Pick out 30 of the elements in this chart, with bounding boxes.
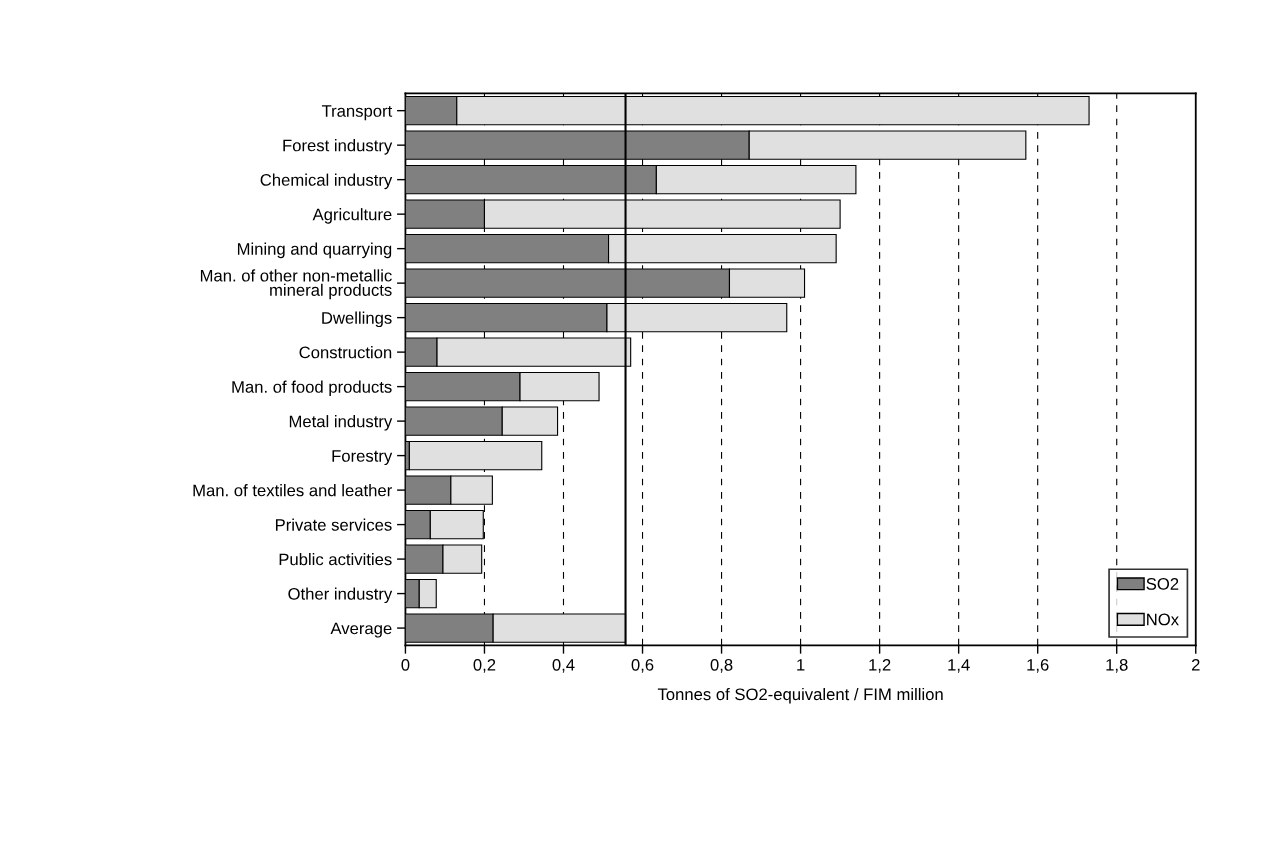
x-tick-label: 1,6 xyxy=(1027,658,1049,673)
y-tick-label: Public activities xyxy=(279,553,392,566)
y-tick-label: Mining and quarrying xyxy=(237,242,392,259)
y-tick-label: Chemical industry xyxy=(260,173,393,190)
x-tick-label: 0,8 xyxy=(710,658,733,673)
x-tick-label: 0,6 xyxy=(631,658,654,673)
y-tick-label: Other industry xyxy=(288,587,393,604)
x-axis-title: Tonnes of SO2-equivalent / FIM million xyxy=(657,687,943,704)
y-tick-label: Forestry xyxy=(332,450,393,466)
y-tick-label: Forest industry xyxy=(283,139,393,155)
y-tick-label: Construction xyxy=(299,346,392,359)
y-tick-label: Average xyxy=(330,622,392,638)
x-tick-label: 1,4 xyxy=(948,659,970,673)
y-tick-label: Man. of food products xyxy=(232,380,392,397)
legend-label: SO2 xyxy=(1146,578,1179,590)
y-tick-label: Man. of textiles and leather xyxy=(193,484,392,497)
y-tick-label: Private services xyxy=(275,518,392,531)
y-tick-label: Metal industry xyxy=(289,415,393,431)
x-tick-label: 1,2 xyxy=(869,658,891,673)
x-tick-label: 0,4 xyxy=(552,658,575,673)
x-tick-label: 0 xyxy=(401,658,410,671)
y-tick-label: Transport xyxy=(321,105,393,121)
y-tick-label: Agriculture xyxy=(312,208,392,224)
legend-label: NOx xyxy=(1147,613,1179,626)
y-tick-label: Man. of other non-metallic mineral products xyxy=(200,269,392,300)
x-tick-label: 2 xyxy=(1191,658,1200,671)
x-tick-label: 1,8 xyxy=(1106,658,1128,673)
x-tick-label: 0,2 xyxy=(473,658,496,673)
x-tick-label: 1 xyxy=(797,659,805,671)
y-tick-label: Dwellings xyxy=(322,311,392,328)
